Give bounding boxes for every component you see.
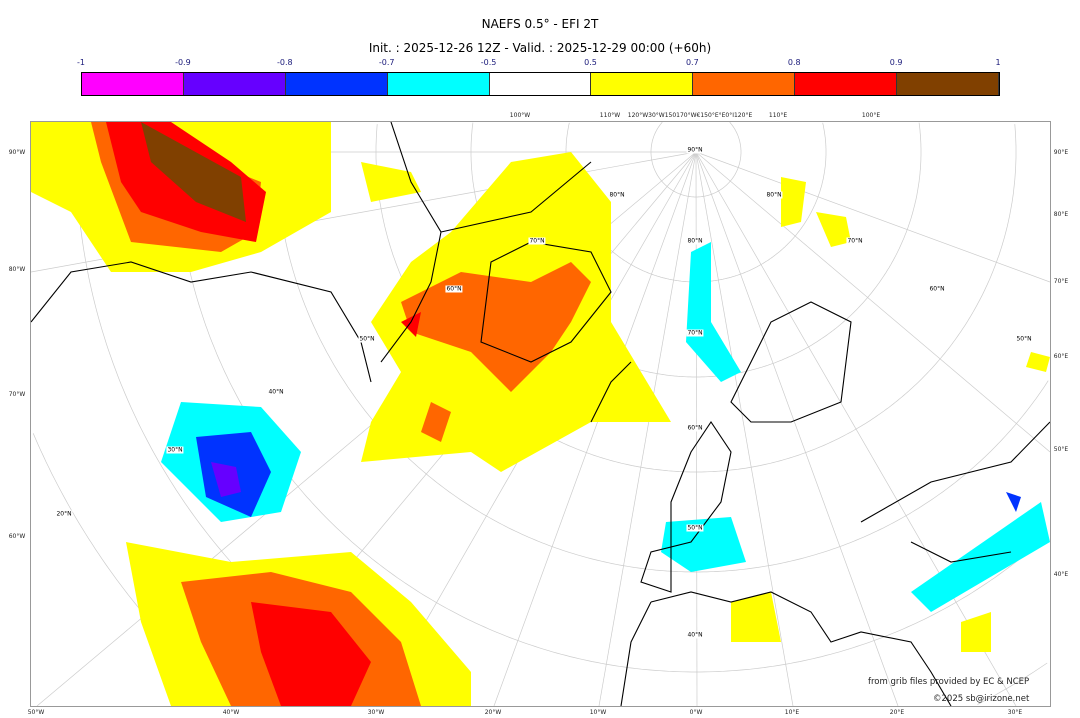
colorbar-tick-label: 0.8: [787, 58, 801, 67]
graticule-label: 70°E: [1053, 278, 1069, 285]
colorbar-swatch: [897, 73, 1000, 95]
colorbar-swatch: [693, 73, 796, 95]
colorbar-swatch: [591, 73, 694, 95]
colorbar-tick-label: -0.5: [480, 58, 497, 67]
graticule-label: 50°N: [358, 335, 376, 343]
graticule-label: 20°E: [889, 709, 905, 716]
graticule-label: 80°N: [765, 191, 783, 199]
colorbar-swatch: [489, 73, 592, 95]
graticule-label: 100°W: [509, 112, 531, 119]
graticule-label: 40°N: [267, 388, 285, 396]
coastlines: [31, 122, 1050, 706]
credit-copyright: ©2025 sb@irizone.net: [933, 694, 1030, 704]
colorbar-tick-label: -0.7: [378, 58, 395, 67]
graticule-label: 70°W: [8, 391, 26, 398]
colorbar-swatch: [795, 73, 898, 95]
colorbar: [81, 72, 1000, 96]
colorbar-swatch: [387, 73, 490, 95]
graticule-label: 40°E: [1053, 571, 1069, 578]
map-area: [30, 121, 1051, 707]
graticule-label: 50°N: [686, 524, 704, 532]
graticule-label: 10°W: [589, 709, 607, 716]
graticule-label: 20°W: [484, 709, 502, 716]
latitude-circle: [650, 122, 742, 198]
graticule-label: 30°E: [1007, 709, 1023, 716]
graticule-label: 30°W: [367, 709, 385, 716]
graticule-label: 70°N: [846, 237, 864, 245]
graticule-label: 60°W: [8, 533, 26, 540]
colorbar-swatch: [82, 73, 184, 95]
map-title: NAEFS 0.5° - EFI 2T: [481, 17, 599, 31]
graticule-label: 50°E: [1053, 446, 1069, 453]
graticule-label: 120°W30°W150170°W€150°E°E0°I120°E: [627, 112, 753, 119]
colorbar-swatch: [285, 73, 388, 95]
efi-map: [31, 122, 1050, 706]
colorbar-tick-label: 0.5: [584, 58, 597, 67]
graticule-label: 110°E: [768, 112, 788, 119]
graticule-label: 40°W: [222, 709, 240, 716]
graticule-label: 80°N: [686, 237, 704, 245]
colorbar-swatch: [183, 73, 286, 95]
colorbar-tick-label: -0.9: [175, 58, 191, 67]
colorbar-tick-label: -1: [77, 58, 85, 67]
graticule-label: 100°E: [861, 112, 881, 119]
colorbar-tick-label: 0.9: [889, 58, 903, 67]
graticule-label: 60°E: [1053, 353, 1069, 360]
graticule-label: 40°N: [686, 631, 704, 639]
graticule-label: 50°W: [27, 709, 45, 716]
graticule-label: 80°E: [1053, 211, 1069, 218]
colorbar-tick-label: 0.7: [685, 58, 699, 67]
latitude-circle: [275, 122, 1049, 573]
graticule-label: 60°N: [686, 424, 704, 432]
graticule-label: 80°W: [8, 266, 26, 273]
graticule-label: 30°N: [166, 446, 184, 454]
map-subtitle: Init. : 2025-12-26 12Z - Valid. : 2025-1…: [368, 41, 712, 55]
graticule-label: 110°W: [599, 112, 621, 119]
graticule-label: 10°E: [784, 709, 800, 716]
graticule-label: 80°N: [608, 191, 626, 199]
latitude-circle: [175, 124, 1048, 673]
graticule-label: 60°N: [928, 285, 946, 293]
graticule-label: 50°N: [1015, 335, 1033, 343]
graticule-label: 60°N: [445, 285, 463, 293]
graticule-label: 90°N: [686, 146, 704, 154]
graticule-label: 0°W: [689, 709, 703, 716]
efi-shading: [31, 122, 1050, 706]
credit-source: from grib files provided by EC & NCEP: [868, 677, 1030, 687]
graticule-label: 70°N: [528, 237, 546, 245]
colorbar-tick-label: -0.8: [276, 58, 293, 67]
graticule-label: 70°N: [686, 329, 704, 337]
graticule-label: 20°N: [55, 510, 73, 518]
graticule-label: 90°W: [8, 149, 26, 156]
colorbar-tick-label: 1: [995, 58, 1001, 67]
graticule-label: 90°E: [1053, 149, 1069, 156]
